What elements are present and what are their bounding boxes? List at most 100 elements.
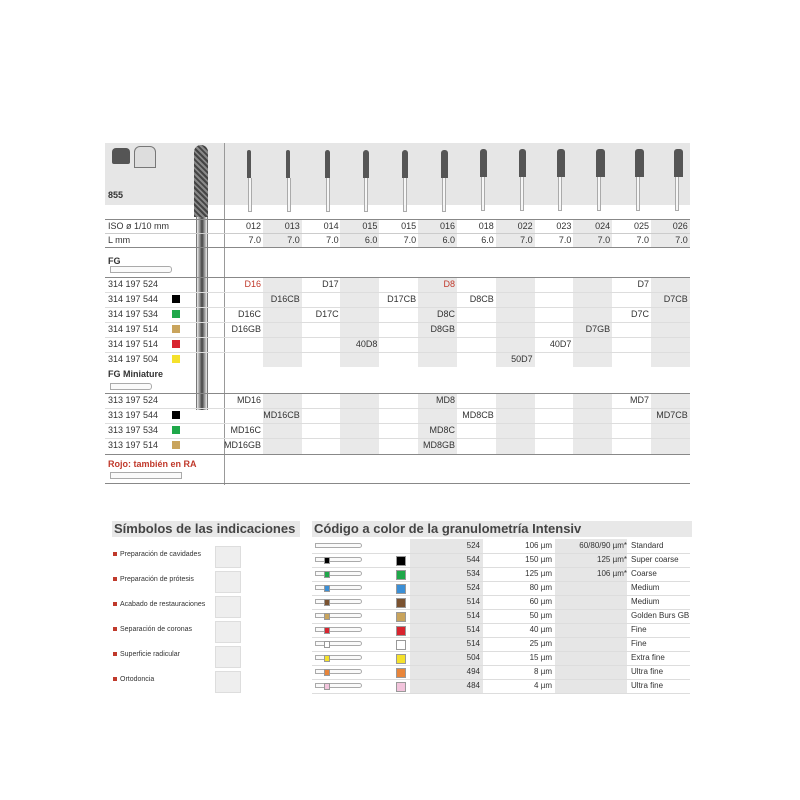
bullet-icon bbox=[113, 677, 117, 681]
bullet-icon bbox=[113, 602, 117, 606]
iso-value: 016 bbox=[439, 221, 455, 231]
color-swatch bbox=[172, 426, 180, 434]
orthodontics-icon bbox=[215, 671, 241, 693]
grit-name: Standard bbox=[631, 541, 664, 550]
row-divider bbox=[312, 637, 690, 638]
section-title-fg-miniature: FG Miniature bbox=[108, 369, 164, 379]
shank-color-ring bbox=[324, 571, 330, 578]
root-surface-icon bbox=[215, 646, 241, 668]
shank-color-ring bbox=[324, 669, 330, 676]
grit-code: 484 bbox=[466, 681, 480, 690]
iso-value: 013 bbox=[284, 221, 300, 231]
iso-value: 012 bbox=[245, 221, 261, 231]
row-divider bbox=[105, 292, 690, 293]
iso-value: 023 bbox=[556, 221, 572, 231]
cavity-preparation-icon bbox=[215, 546, 241, 568]
bur-shank-icon bbox=[315, 585, 362, 590]
grit-name: Coarse bbox=[631, 569, 657, 578]
bur-code: MD8CB bbox=[462, 410, 494, 420]
bur-drawing-icon bbox=[673, 148, 684, 211]
divider bbox=[105, 247, 690, 248]
row-divider bbox=[105, 408, 690, 409]
row-divider bbox=[312, 581, 690, 582]
grit-name: Extra fine bbox=[631, 653, 665, 662]
grit-alt-size: 125 µm* bbox=[597, 555, 627, 564]
grit-name: Ultra fine bbox=[631, 667, 664, 676]
bur-shank-icon bbox=[315, 641, 362, 646]
bur-drawing-icon bbox=[402, 149, 409, 212]
length-value: 7.0 bbox=[520, 235, 533, 245]
bur-code: D8C bbox=[436, 309, 455, 319]
bur-drawing-icon bbox=[479, 149, 487, 212]
length-value: 6.0 bbox=[442, 235, 455, 245]
indication-item: Ortodoncia bbox=[113, 676, 154, 683]
bur-drawing-icon bbox=[557, 149, 566, 212]
bur-drawing-icon bbox=[363, 149, 369, 212]
divider bbox=[105, 454, 690, 455]
color-swatch bbox=[396, 668, 406, 678]
grit-alt-shade bbox=[555, 539, 627, 693]
length-value: 7.0 bbox=[287, 235, 300, 245]
shank-color-ring bbox=[324, 585, 330, 592]
grit-alt-size: 106 µm* bbox=[597, 569, 627, 578]
bur-drawing-icon bbox=[635, 149, 644, 211]
divider bbox=[105, 219, 690, 220]
bur-shank-icon bbox=[315, 627, 362, 632]
shank-color-ring bbox=[324, 627, 330, 634]
bur-shank-icon bbox=[315, 683, 362, 688]
bullet-icon bbox=[113, 652, 117, 656]
shank-color-ring bbox=[324, 683, 330, 690]
iso-value: 018 bbox=[478, 221, 494, 231]
grit-code: 514 bbox=[466, 597, 480, 606]
indications-title: Símbolos de las indicaciones bbox=[112, 521, 300, 537]
bur-drawing-icon bbox=[596, 149, 605, 212]
color-swatch bbox=[172, 340, 180, 348]
grit-code: 534 bbox=[466, 569, 480, 578]
order-code: 314 197 514 bbox=[108, 324, 159, 334]
order-code: 314 197 514 bbox=[108, 339, 159, 349]
bur-shank-image bbox=[196, 217, 208, 410]
row-divider bbox=[312, 651, 690, 652]
grit-code: 514 bbox=[466, 639, 480, 648]
indication-label: Separación de coronas bbox=[120, 626, 192, 633]
row-divider bbox=[312, 693, 690, 694]
bur-shank-icon bbox=[315, 571, 362, 576]
length-value: 6.0 bbox=[481, 235, 494, 245]
row-divider bbox=[312, 553, 690, 554]
bur-code: MD7 bbox=[629, 395, 649, 405]
ra-note: Rojo: también en RA bbox=[108, 459, 197, 469]
grit-name: Medium bbox=[631, 597, 660, 606]
bur-code: D7GB bbox=[585, 324, 611, 334]
length-value: 7.0 bbox=[558, 235, 572, 245]
grit-size: 60 µm bbox=[529, 597, 552, 606]
bullet-icon bbox=[113, 552, 117, 556]
shank-color-ring bbox=[324, 557, 330, 564]
indication-label: Preparación de prótesis bbox=[120, 576, 194, 583]
grit-name: Fine bbox=[631, 625, 647, 634]
bullet-icon bbox=[113, 627, 117, 631]
grit-code: 494 bbox=[466, 667, 480, 676]
column-divider bbox=[224, 143, 225, 485]
color-swatch bbox=[396, 556, 406, 566]
grit-code: 524 bbox=[466, 583, 480, 592]
shank-color-ring bbox=[324, 613, 330, 620]
iso-value: 024 bbox=[595, 221, 611, 231]
bur-code: MD7CB bbox=[656, 410, 688, 420]
prosthesis-preparation-icon bbox=[134, 146, 156, 168]
grit-code: 514 bbox=[466, 625, 480, 634]
order-code: 314 197 524 bbox=[108, 279, 159, 289]
row-divider bbox=[312, 665, 690, 666]
grit-code: 524 bbox=[466, 541, 480, 550]
grit-alt-size: 60/80/90 µm* bbox=[579, 541, 627, 550]
grit-size: 125 µm bbox=[525, 569, 552, 578]
iso-value: 015 bbox=[362, 221, 378, 231]
bur-shank-icon bbox=[315, 599, 362, 604]
color-swatch bbox=[172, 310, 180, 318]
bur-code: MD16CB bbox=[263, 410, 300, 420]
bur-code: D16C bbox=[237, 309, 261, 319]
row-divider bbox=[105, 322, 690, 323]
row-divider bbox=[312, 567, 690, 568]
grit-size: 150 µm bbox=[525, 555, 552, 564]
grit-size: 80 µm bbox=[529, 583, 552, 592]
indication-item: Separación de coronas bbox=[113, 626, 192, 633]
